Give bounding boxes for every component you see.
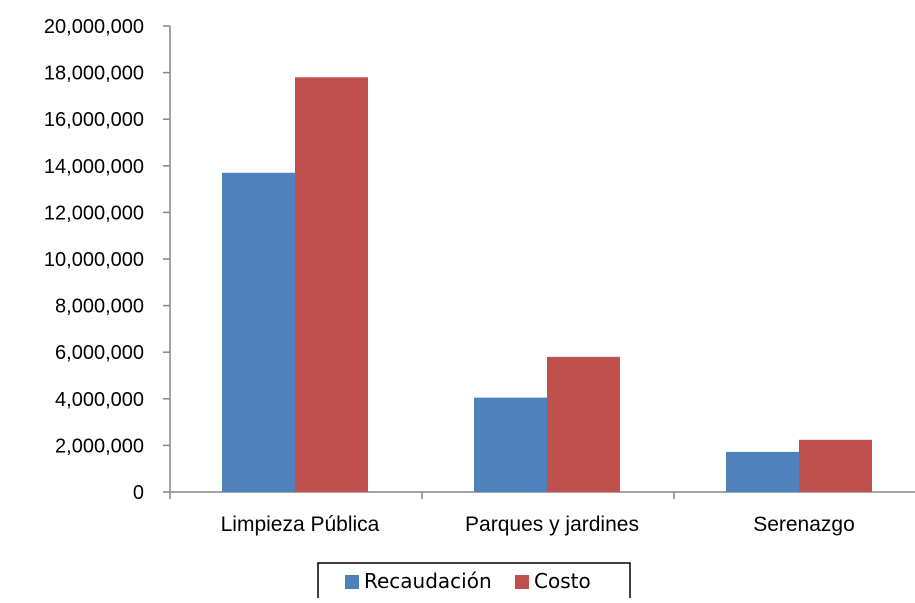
legend-swatch-costo [515,575,529,589]
bar-costo [295,77,368,492]
y-tick-label: 12,000,000 [44,202,144,224]
x-axis: Limpieza Pública Parques y jardines Serena… [169,491,915,536]
bar-recaudacion [222,172,295,493]
y-tick-label: 14,000,000 [44,156,144,178]
bar-costo [547,356,620,492]
y-tick-label: 4,000,000 [55,389,144,411]
bar-recaudacion [726,451,799,492]
legend: Recaudación Costo [317,562,631,602]
bar-costo [799,439,872,492]
bar-recaudacion [474,397,547,492]
x-category-label: Parques y jardines [465,513,639,536]
x-category-label: Limpieza Pública [221,513,380,536]
legend-swatch-recaudacion [345,575,359,589]
x-category-label: Serenazgo [753,513,855,536]
legend-label-recaudacion: Recaudación [364,569,492,593]
y-tick-label: 2,000,000 [55,435,144,457]
bars [222,77,872,493]
y-tick-label: 8,000,000 [55,296,144,318]
legend-label-costo: Costo [534,569,591,593]
y-axis: 0 2,000,000 4,000,000 6,000,000 8,000,000 10,… [44,16,171,504]
y-tick-label: 6,000,000 [55,342,144,364]
y-tick-label: 10,000,000 [44,249,144,271]
y-tick-label: 18,000,000 [44,63,144,85]
y-tick-label: 16,000,000 [44,109,144,131]
y-tick-label: 0 [133,482,144,504]
y-tick-label: 20,000,000 [44,16,144,38]
